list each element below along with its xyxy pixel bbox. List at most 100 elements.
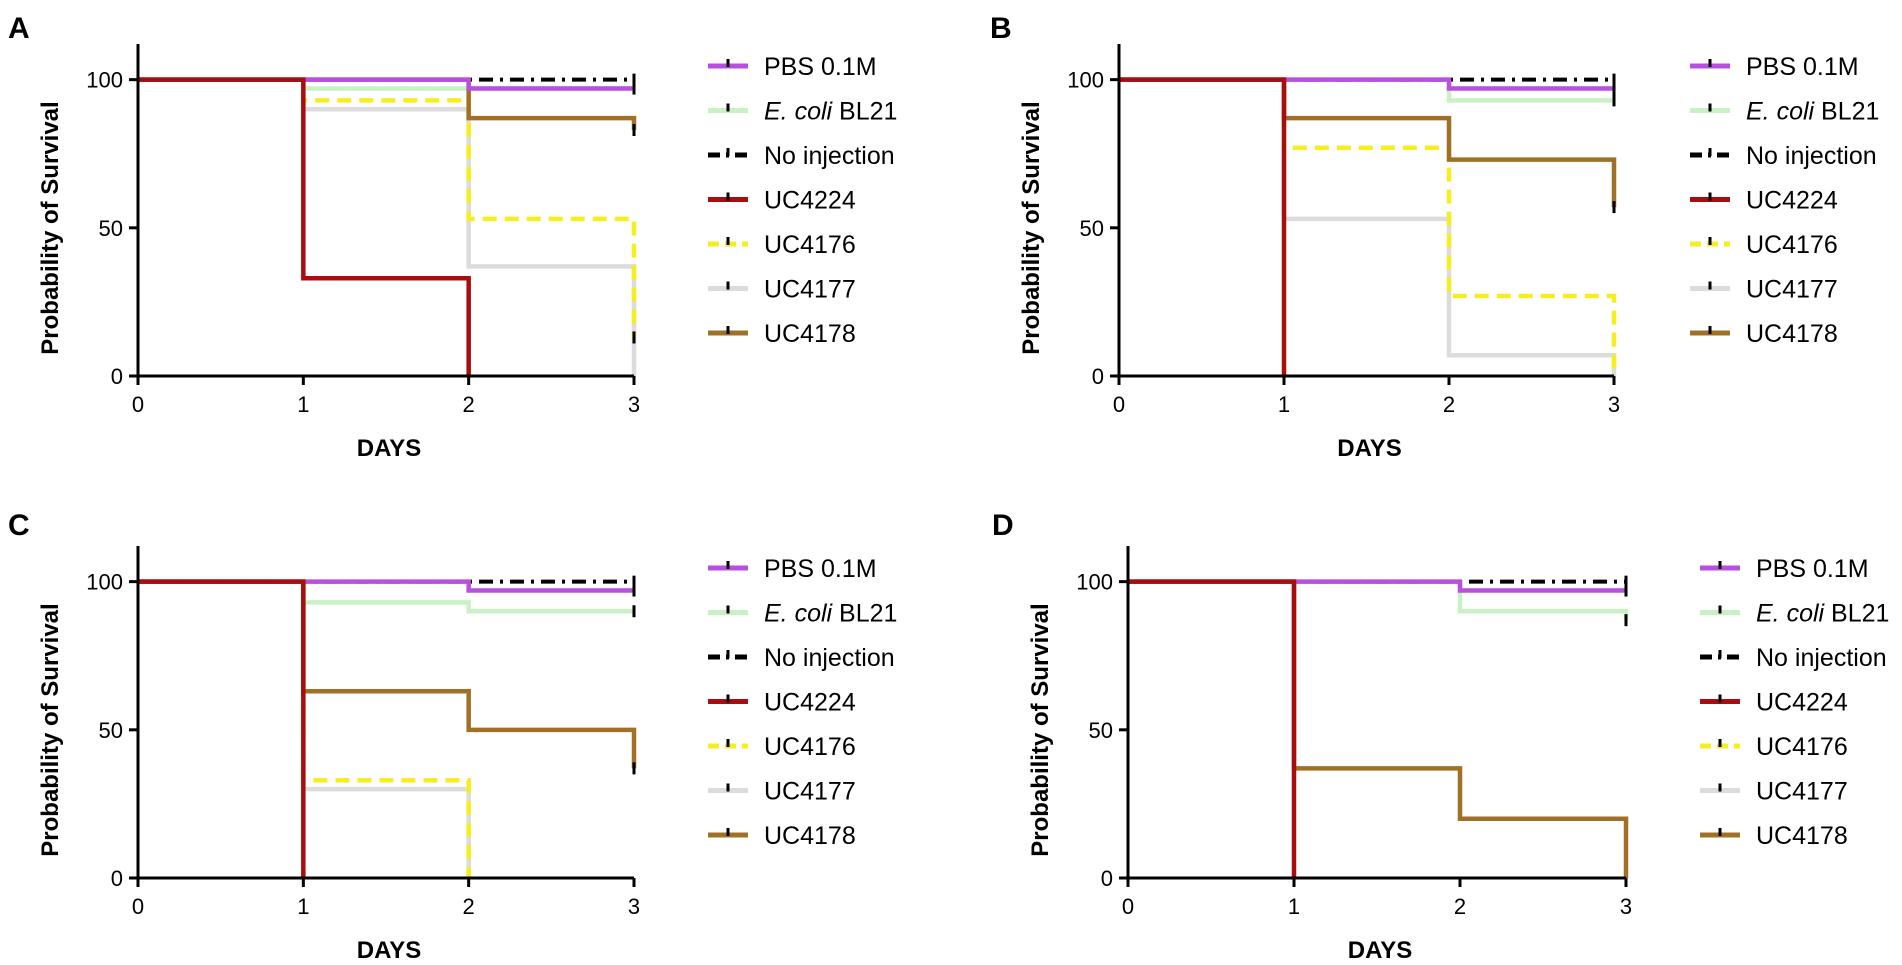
legend-label: UC4177 [1756,778,1848,806]
legend-label: UC4178 [764,320,856,348]
y-tick-label: 100 [1067,68,1104,93]
x-tick-label: 3 [628,894,640,919]
x-tick-label: 0 [132,894,144,919]
panel-letter: A [8,12,30,45]
y-tick-label: 50 [99,216,123,241]
legend-label: PBS 0.1M [1756,555,1869,583]
legend-item-noinj: No injection [708,142,895,170]
y-tick-label: 0 [1092,364,1104,389]
legend: PBS 0.1M E. coli BL21 No injection UC4224 UC… [1690,53,1879,348]
y-axis-title: Probability of Survival [1018,101,1045,354]
x-tick-label: 3 [628,392,640,417]
legend-item-ecoli: E. coli BL21 [1690,98,1879,126]
legend-label: E. coli BL21 [1756,600,1889,628]
y-tick-label: 100 [86,68,123,93]
panel-d: D 0 1 2 3 0 50 100 DAYS Probability of Survival PB… [992,509,1889,964]
legend-label: UC4177 [764,778,856,806]
legend-item-uc4176: UC4176 [1700,733,1848,761]
series-line-uc4224 [138,77,471,376]
x-tick-label: 1 [297,894,309,919]
legend-item-pbs: PBS 0.1M [1700,555,1869,583]
y-axis-title: Probability of Survival [1027,603,1054,856]
legend-item-uc4177: UC4177 [1700,778,1848,806]
panel-b: B 0 1 2 3 0 50 100 DAYS Probability of Survival PB… [990,12,1879,462]
series-group [1128,575,1629,878]
legend-label: E. coli BL21 [764,98,897,126]
y-tick-label: 100 [1076,570,1113,595]
legend-label: E. coli BL21 [1746,98,1879,126]
y-tick-label: 50 [99,718,123,743]
x-axis-title: DAYS [1337,435,1401,462]
legend-item-ecoli: E. coli BL21 [708,600,897,628]
x-tick-label: 3 [1608,392,1620,417]
legend-label: UC4224 [764,187,856,215]
series-line-uc4224 [1119,77,1287,376]
legend: PBS 0.1M E. coli BL21 No injection UC4224 UC… [1700,555,1889,850]
legend-label: UC4178 [764,822,856,850]
legend-label: No injection [764,142,895,170]
series-group [138,73,637,376]
x-tick-label: 0 [132,392,144,417]
y-tick-label: 0 [111,866,123,891]
legend-label: UC4224 [764,689,856,717]
legend-item-pbs: PBS 0.1M [1690,53,1859,81]
legend-item-ecoli: E. coli BL21 [708,98,897,126]
series-line-ecoli [1128,579,1629,621]
legend-item-uc4176: UC4176 [708,733,856,761]
legend-item-uc4178: UC4178 [708,320,856,348]
series-line-uc4224 [138,579,306,878]
series-line-uc4224 [1128,579,1297,878]
legend-item-uc4178: UC4178 [708,822,856,850]
legend-item-noinj: No injection [708,644,895,672]
legend-item-uc4224: UC4224 [708,689,856,717]
legend-label: UC4176 [764,231,856,259]
legend-item-uc4224: UC4224 [708,187,856,215]
legend-label: UC4176 [1746,231,1838,259]
x-tick-label: 0 [1113,392,1125,417]
legend-label: UC4177 [1746,276,1838,304]
x-tick-label: 1 [297,392,309,417]
legend-item-uc4177: UC4177 [708,778,856,806]
legend-item-noinj: No injection [1700,644,1887,672]
legend-label: E. coli BL21 [764,600,897,628]
y-tick-label: 50 [1089,718,1113,743]
legend-item-pbs: PBS 0.1M [708,53,877,81]
panel-letter: D [992,509,1014,542]
x-tick-label: 1 [1288,894,1300,919]
legend-item-uc4224: UC4224 [1700,689,1848,717]
x-axis-title: DAYS [357,937,421,964]
legend: PBS 0.1M E. coli BL21 No injection UC4224 UC… [708,53,897,348]
panel-letter: C [8,509,30,542]
legend-label: PBS 0.1M [764,53,877,81]
y-tick-label: 50 [1080,216,1104,241]
y-tick-label: 0 [1101,866,1113,891]
legend-item-uc4178: UC4178 [1690,320,1838,348]
legend-label: UC4224 [1756,689,1848,717]
panel-c: C 0 1 2 3 0 50 100 DAYS Probability of Survival PB… [8,509,897,964]
legend-item-uc4178: UC4178 [1700,822,1848,850]
legend-label: UC4176 [1756,733,1848,761]
legend-item-uc4176: UC4176 [708,231,856,259]
legend-label: No injection [1746,142,1877,170]
y-axis-title: Probability of Survival [37,603,64,856]
legend-label: UC4178 [1756,822,1848,850]
x-tick-label: 1 [1278,392,1290,417]
y-tick-label: 100 [86,570,123,595]
x-axis-title: DAYS [1348,937,1412,964]
series-group [1119,73,1617,376]
legend-label: PBS 0.1M [764,555,877,583]
legend: PBS 0.1M E. coli BL21 No injection UC4224 UC… [708,555,897,850]
legend-item-uc4224: UC4224 [1690,187,1838,215]
x-tick-label: 0 [1122,894,1134,919]
legend-label: No injection [764,644,895,672]
x-tick-label: 2 [463,392,475,417]
x-tick-label: 2 [1454,894,1466,919]
panel-a: A 0 1 2 3 0 50 100 DAYS Probability of Survival PB… [8,12,897,462]
legend-item-uc4177: UC4177 [1690,276,1838,304]
legend-item-noinj: No injection [1690,142,1877,170]
series-line-uc4176 [1119,77,1617,376]
legend-label: UC4224 [1746,187,1838,215]
x-tick-label: 2 [463,894,475,919]
y-axis-title: Probability of Survival [37,101,64,354]
legend-label: PBS 0.1M [1746,53,1859,81]
